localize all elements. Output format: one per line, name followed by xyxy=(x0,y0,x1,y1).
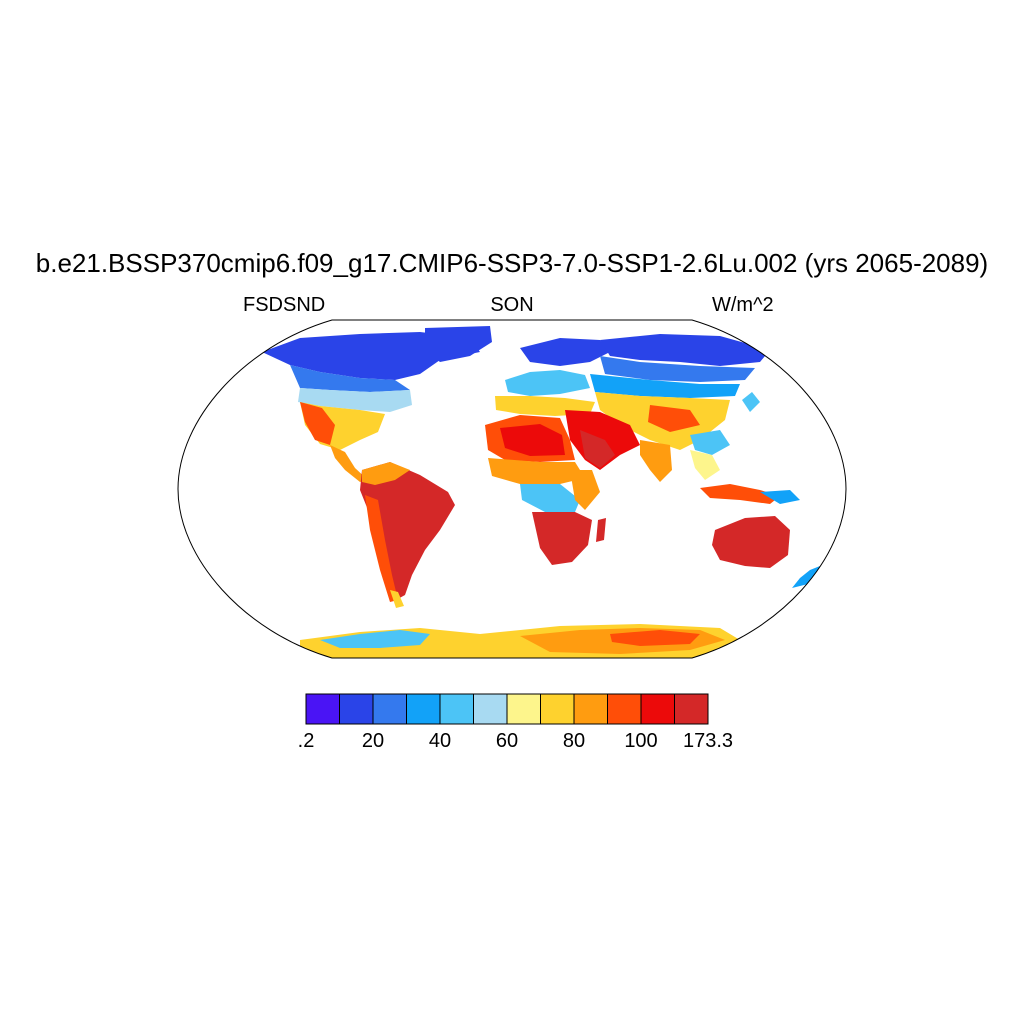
antarctica-east-core xyxy=(610,630,700,646)
antarctica-west xyxy=(320,630,430,648)
colorbar-tick-label: 40 xyxy=(428,730,452,752)
plot-title: b.e21.BSSP370cmip6.f09_g17.CMIP6-SSP3-7.… xyxy=(35,248,989,278)
south-america-south xyxy=(390,590,404,608)
south-america xyxy=(360,462,455,600)
colorbar-swatch xyxy=(372,693,407,725)
india xyxy=(640,440,672,482)
units-label: W/m^2 xyxy=(712,294,774,316)
colorbar-tick-label: 60 xyxy=(495,730,519,752)
colorbar-swatch xyxy=(305,693,340,725)
siberia xyxy=(600,334,770,366)
colorbar xyxy=(305,693,709,725)
new-guinea xyxy=(760,490,800,504)
south-america-west xyxy=(365,495,398,602)
colorbar-tick-label: 80 xyxy=(562,730,586,752)
asia-mid xyxy=(590,374,740,398)
japan xyxy=(742,392,760,412)
colorbar-tick-label: 20 xyxy=(361,730,385,752)
southern-africa xyxy=(532,512,592,565)
arabia-east xyxy=(580,430,615,468)
map-outline xyxy=(177,319,847,659)
madagascar xyxy=(596,518,606,542)
north-america-southwest xyxy=(300,402,335,445)
north-america-mid xyxy=(298,388,412,412)
colorbar-swatch xyxy=(473,693,508,725)
season-label: SON xyxy=(490,294,534,316)
europe-north xyxy=(520,338,610,366)
colorbar-swatch xyxy=(607,693,642,725)
map-fill-layer xyxy=(262,326,820,658)
colorbar-swatch xyxy=(540,693,575,725)
southeast-asia xyxy=(690,430,730,455)
colorbar-tick-label: 173.3 xyxy=(682,730,734,752)
maritime-continent xyxy=(700,484,780,504)
australia xyxy=(712,516,790,568)
sahel xyxy=(488,458,585,484)
asia-subarctic xyxy=(600,356,755,382)
colorbar-swatch xyxy=(506,693,541,725)
colorbar-swatch xyxy=(439,693,474,725)
colorbar-swatch xyxy=(573,693,608,725)
tibet xyxy=(648,405,700,432)
central-africa xyxy=(520,484,580,512)
europe-mid xyxy=(505,370,590,396)
colorbar-swatch xyxy=(640,693,675,725)
east-africa xyxy=(570,470,600,510)
colorbar-tick-label: 100 xyxy=(624,730,658,752)
greenland xyxy=(425,326,492,362)
south-america-north xyxy=(362,462,410,485)
colorbar-swatch xyxy=(674,693,709,725)
north-america-subarctic xyxy=(290,365,410,392)
colorbar-swatch xyxy=(406,693,441,725)
indochina xyxy=(690,450,720,480)
variable-label: FSDSND xyxy=(243,294,326,316)
colorbar-swatch xyxy=(339,693,374,725)
colorbar-tick-label: .2 xyxy=(297,730,315,752)
central-america xyxy=(330,445,368,482)
sahara-core xyxy=(500,424,565,456)
